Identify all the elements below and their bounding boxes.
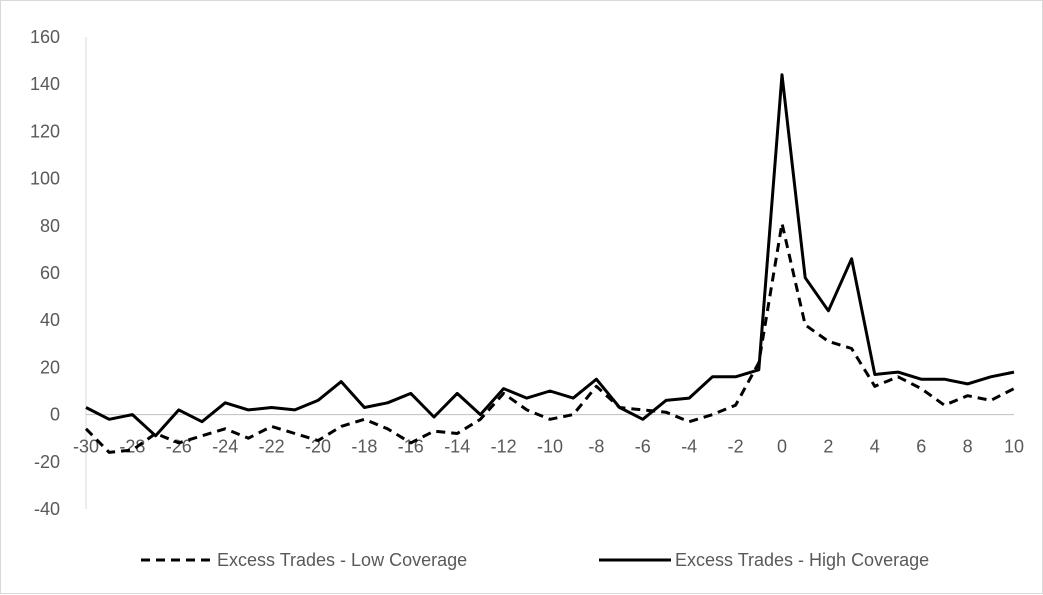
x-tick-label: 2: [823, 437, 833, 457]
x-tick-label: -14: [444, 437, 470, 457]
y-tick-label: 80: [40, 216, 60, 236]
series-line-low-coverage: [84, 221, 1015, 454]
x-tick-label: -12: [491, 437, 517, 457]
y-tick-label: 100: [30, 169, 60, 189]
x-tick-label: 6: [916, 437, 926, 457]
x-tick-label: -8: [588, 437, 604, 457]
x-tick-label: -24: [212, 437, 238, 457]
x-tick-label: -4: [681, 437, 697, 457]
y-tick-label: 120: [30, 121, 60, 141]
y-axis-ticks: -40 -20 0 20 40 60 80 100 120 140 160: [30, 27, 60, 519]
x-tick-label: -22: [259, 437, 285, 457]
x-axis: -30 -28 -26 -24 -22 -20 -18 -16 -14 -12 -10 -8 -6 -4-…: [73, 37, 1024, 509]
y-tick-label: -20: [34, 452, 60, 472]
y-tick-label: -40: [34, 499, 60, 519]
x-tick-label: 10: [1004, 437, 1024, 457]
y-tick-label: 20: [40, 357, 60, 377]
x-tick-label: 8: [963, 437, 973, 457]
y-tick-label: 40: [40, 310, 60, 330]
x-tick-label: 4: [870, 437, 880, 457]
legend-label: Excess Trades - High Coverage: [675, 550, 929, 570]
series-line-high-coverage: [85, 73, 1015, 438]
x-tick-label: -30: [73, 437, 99, 457]
x-tick-label: -2: [728, 437, 744, 457]
y-tick-label: 60: [40, 263, 60, 283]
legend: Excess Trades - Low Coverage Excess Trade…: [141, 550, 929, 570]
x-tick-label: 0: [777, 437, 787, 457]
x-tick-label: -6: [635, 437, 651, 457]
x-tick-label: -26: [166, 437, 192, 457]
y-tick-label: 140: [30, 74, 60, 94]
legend-label: Excess Trades - Low Coverage: [217, 550, 467, 570]
series-lines: [84, 73, 1015, 454]
x-tick-label: -18: [351, 437, 377, 457]
y-tick-label: 0: [50, 405, 60, 425]
x-tick-label: -28: [119, 437, 145, 457]
x-tick-label: -20: [305, 437, 331, 457]
y-tick-label: 160: [30, 27, 60, 47]
x-tick-label: -16: [398, 437, 424, 457]
x-tick-label: -10: [537, 437, 563, 457]
